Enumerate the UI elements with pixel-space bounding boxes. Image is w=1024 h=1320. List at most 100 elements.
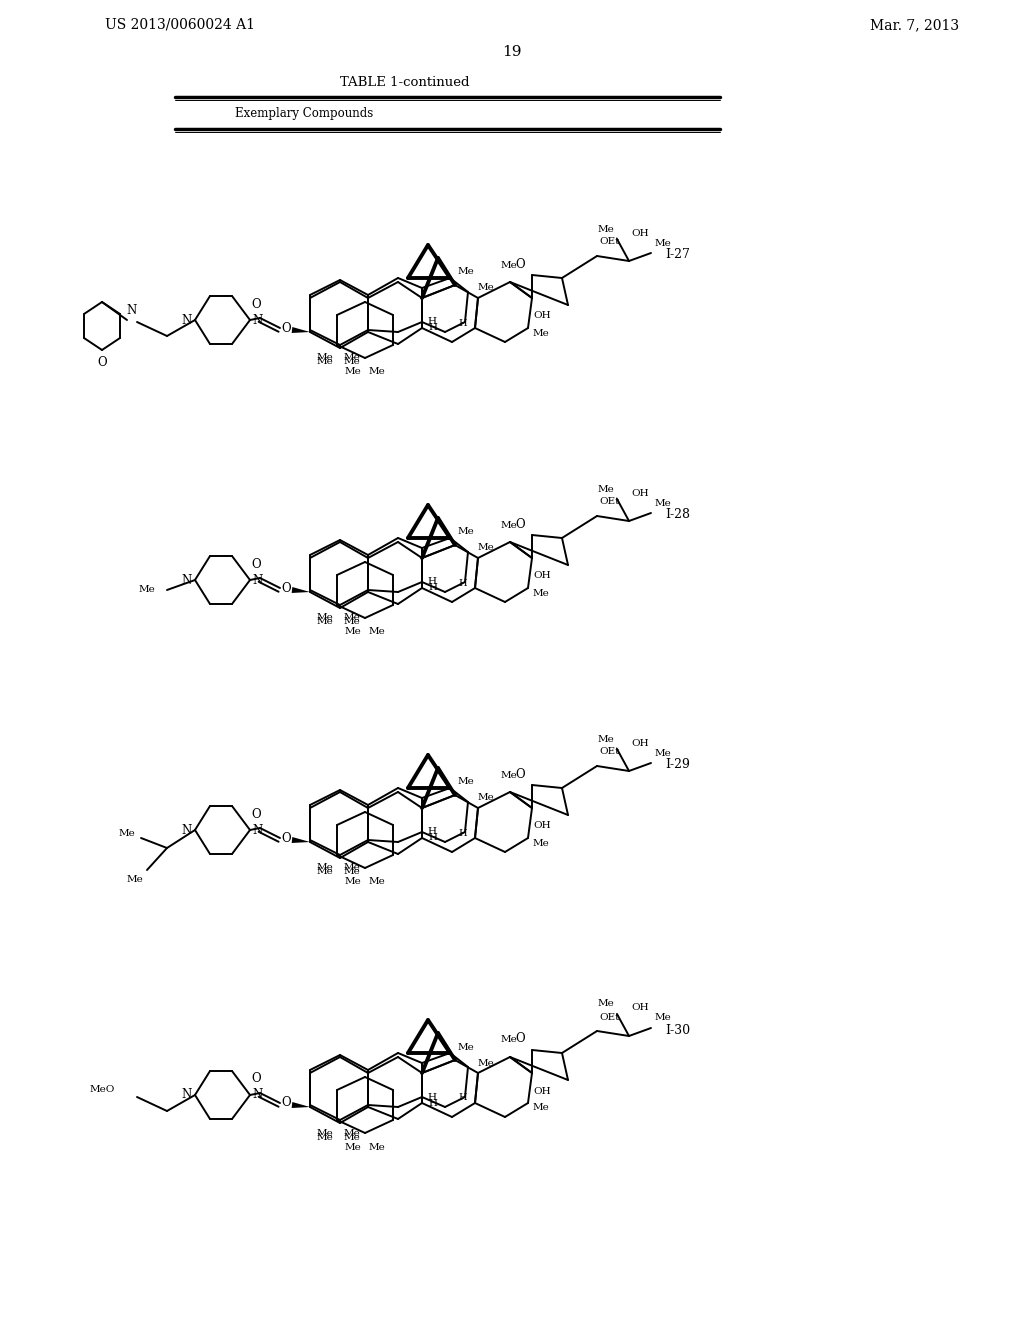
Text: Mar. 7, 2013: Mar. 7, 2013 (870, 18, 959, 32)
Text: Me: Me (597, 999, 614, 1008)
Text: Me: Me (344, 1133, 360, 1142)
Text: Me: Me (344, 358, 360, 367)
Text: Me: Me (655, 239, 672, 248)
Text: H: H (427, 1093, 436, 1101)
Text: TABLE 1-continued: TABLE 1-continued (340, 75, 469, 88)
Text: Me: Me (369, 367, 385, 376)
Text: O: O (97, 355, 106, 368)
Text: 19: 19 (502, 45, 522, 59)
Text: Me: Me (478, 284, 495, 293)
Polygon shape (292, 587, 310, 593)
Text: Me: Me (369, 878, 385, 887)
Text: H: H (459, 318, 467, 327)
Text: Me: Me (534, 329, 550, 338)
Text: O: O (251, 808, 261, 821)
Text: H: H (428, 583, 437, 593)
Text: Me: Me (501, 1035, 517, 1044)
Text: Me: Me (316, 1133, 334, 1142)
Text: Me: Me (597, 224, 614, 234)
Text: H: H (459, 829, 467, 837)
Text: Me: Me (316, 867, 334, 876)
Text: O: O (282, 832, 291, 845)
Text: Me: Me (316, 863, 334, 873)
Text: Me: Me (597, 484, 614, 494)
Text: Me: Me (458, 777, 475, 787)
Text: O: O (515, 767, 525, 780)
Text: Me: Me (138, 586, 155, 594)
Text: I-29: I-29 (665, 759, 690, 771)
Text: N: N (182, 314, 193, 326)
Text: Me: Me (534, 1104, 550, 1113)
Text: OEt: OEt (599, 498, 620, 507)
Text: O: O (282, 322, 291, 334)
Text: Me: Me (655, 499, 672, 507)
Text: Me: Me (316, 1129, 334, 1138)
Text: H: H (427, 318, 436, 326)
Text: H: H (459, 578, 467, 587)
Text: O: O (251, 1072, 261, 1085)
Text: Me: Me (501, 520, 517, 529)
Text: H: H (428, 323, 437, 333)
Text: N: N (253, 314, 263, 326)
Text: US 2013/0060024 A1: US 2013/0060024 A1 (105, 18, 255, 32)
Polygon shape (292, 327, 310, 333)
Text: Me: Me (478, 793, 495, 803)
Text: Me: Me (344, 867, 360, 876)
Text: Me: Me (345, 627, 361, 636)
Text: Me: Me (345, 878, 361, 887)
Text: I-28: I-28 (665, 508, 690, 521)
Text: O: O (282, 582, 291, 594)
Text: Me: Me (316, 354, 334, 363)
Text: N: N (253, 573, 263, 586)
Text: Me: Me (344, 354, 360, 363)
Text: OH: OH (631, 738, 648, 747)
Text: N: N (127, 304, 137, 317)
Text: OH: OH (631, 228, 648, 238)
Text: I-27: I-27 (665, 248, 690, 261)
Text: O: O (251, 557, 261, 570)
Polygon shape (292, 837, 310, 843)
Text: O: O (515, 517, 525, 531)
Text: H: H (428, 1098, 437, 1107)
Text: Me: Me (316, 358, 334, 367)
Text: Me: Me (534, 589, 550, 598)
Text: OEt: OEt (599, 1012, 620, 1022)
Text: O: O (515, 257, 525, 271)
Text: O: O (515, 1032, 525, 1045)
Text: Me: Me (458, 268, 475, 276)
Text: OH: OH (534, 572, 551, 581)
Text: MeO: MeO (90, 1085, 115, 1093)
Text: H: H (459, 1093, 467, 1102)
Text: N: N (182, 573, 193, 586)
Text: Me: Me (345, 367, 361, 376)
Text: OH: OH (534, 312, 551, 321)
Text: H: H (428, 833, 437, 842)
Text: Exemplary Compounds: Exemplary Compounds (234, 107, 374, 120)
Text: N: N (182, 1089, 193, 1101)
Text: Me: Me (126, 875, 143, 884)
Polygon shape (292, 1102, 310, 1107)
Text: Me: Me (316, 618, 334, 627)
Text: I-30: I-30 (665, 1023, 690, 1036)
Text: O: O (282, 1097, 291, 1110)
Text: Me: Me (344, 618, 360, 627)
Text: O: O (251, 297, 261, 310)
Text: Me: Me (501, 260, 517, 269)
Text: Me: Me (369, 627, 385, 636)
Text: H: H (427, 828, 436, 837)
Text: Me: Me (501, 771, 517, 780)
Text: Me: Me (478, 1059, 495, 1068)
Text: N: N (182, 824, 193, 837)
Text: Me: Me (344, 1129, 360, 1138)
Text: OEt: OEt (599, 747, 620, 756)
Text: Me: Me (597, 734, 614, 743)
Text: N: N (253, 824, 263, 837)
Text: OH: OH (631, 1003, 648, 1012)
Text: OH: OH (631, 488, 648, 498)
Text: OH: OH (534, 821, 551, 830)
Text: Me: Me (458, 1043, 475, 1052)
Text: Me: Me (345, 1143, 361, 1151)
Text: OEt: OEt (599, 238, 620, 247)
Text: N: N (253, 1089, 263, 1101)
Text: Me: Me (369, 1143, 385, 1151)
